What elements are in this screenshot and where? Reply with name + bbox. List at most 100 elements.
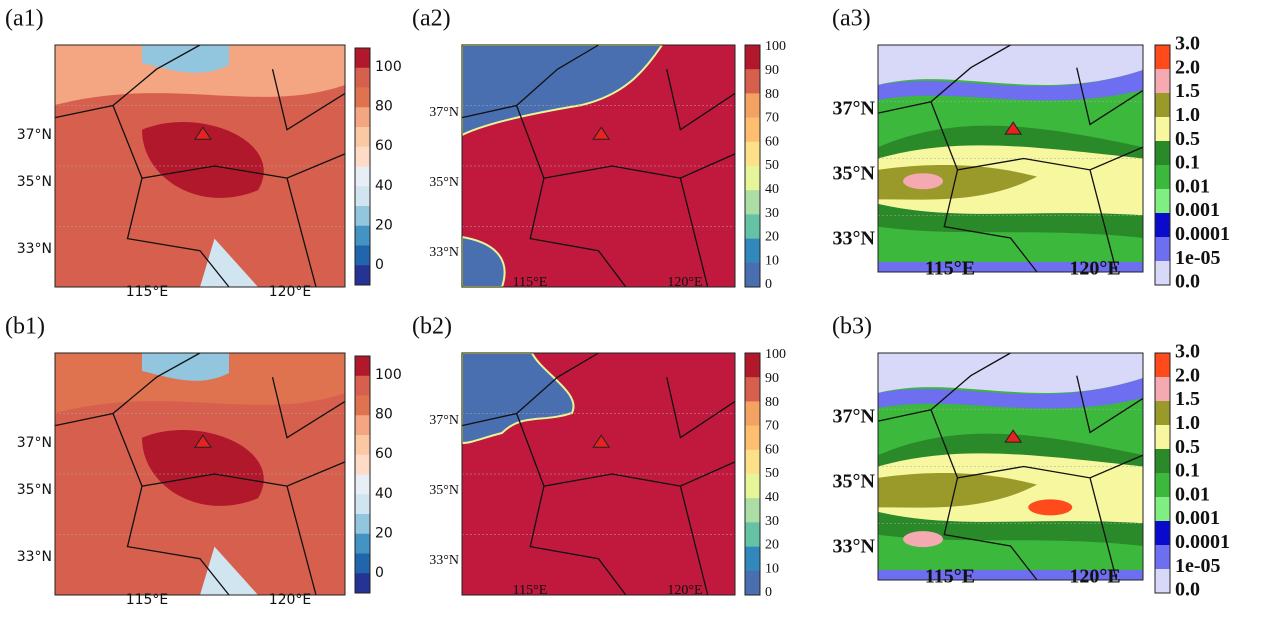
map <box>462 353 735 595</box>
colorbar-segment <box>355 455 370 475</box>
colorbar-label: 1.5 <box>1175 80 1200 102</box>
colorbar-segment <box>355 88 370 108</box>
colorbar-label: 0.1 <box>1175 152 1200 174</box>
colorbar-label: 2.0 <box>1175 56 1200 78</box>
panel-label: (b3) <box>832 314 872 340</box>
colorbar-segment <box>1155 45 1170 69</box>
panel-label: (b2) <box>412 314 452 340</box>
colorbar-segment <box>1155 569 1170 593</box>
colorbar-segment <box>1155 165 1170 189</box>
x-tick-label: 120°E <box>269 284 312 300</box>
y-tick-label: 33°N <box>17 549 52 565</box>
colorbar-segment <box>355 554 370 574</box>
map-region <box>878 353 1143 393</box>
colorbar-label: 0.01 <box>1175 175 1210 197</box>
colorbar-segment <box>745 547 760 572</box>
colorbar-label: 0.1 <box>1175 460 1200 482</box>
colorbar-segment <box>745 190 760 215</box>
colorbar-label: 1e-05 <box>1175 247 1221 269</box>
map <box>55 353 345 595</box>
colorbar-segment <box>745 401 760 426</box>
colorbar-label: 20 <box>375 525 393 541</box>
panel: (b1)37°N35°N33°N115°E120°E100806040200 <box>5 314 402 609</box>
colorbar-label: 2.0 <box>1175 364 1200 386</box>
map <box>878 353 1143 580</box>
colorbar-segment <box>355 475 370 495</box>
colorbar-segment <box>745 353 760 378</box>
map <box>878 45 1143 272</box>
colorbar-label: 1.0 <box>1175 104 1200 126</box>
y-tick-label: 33°N <box>833 228 876 250</box>
map-region <box>903 173 943 189</box>
colorbar-segment <box>355 48 370 68</box>
colorbar-segment <box>745 239 760 264</box>
colorbar-segment <box>1155 497 1170 521</box>
colorbar-segment <box>745 377 760 402</box>
colorbar-label: 100 <box>375 59 402 75</box>
colorbar-label: 70 <box>765 111 779 126</box>
colorbar-label: 10 <box>765 253 779 268</box>
x-tick-label: 120°E <box>667 583 702 598</box>
colorbar-segment <box>355 573 370 593</box>
y-tick-label: 37°N <box>429 413 459 428</box>
colorbar-segment <box>355 186 370 206</box>
colorbar-segment <box>1155 425 1170 449</box>
x-tick-label: 115°E <box>126 592 169 608</box>
colorbar-label: 40 <box>765 182 779 197</box>
x-tick-label: 115°E <box>126 284 169 300</box>
colorbar-segment <box>355 265 370 285</box>
map-region <box>903 531 943 547</box>
map <box>462 45 735 287</box>
colorbar-label: 0 <box>375 565 384 581</box>
colorbar-segment <box>1155 237 1170 261</box>
colorbar-label: 80 <box>765 87 779 102</box>
x-tick-label: 115°E <box>925 566 975 588</box>
colorbar-label: 70 <box>765 419 779 434</box>
y-tick-label: 33°N <box>17 241 52 257</box>
colorbar-segment <box>355 415 370 435</box>
colorbar-label: 80 <box>375 99 393 115</box>
colorbar-label: 0.001 <box>1175 199 1220 221</box>
y-tick-label: 33°N <box>833 536 876 558</box>
y-tick-label: 35°N <box>17 482 52 498</box>
colorbar-segment <box>745 214 760 239</box>
colorbar-label: 3.0 <box>1175 341 1200 363</box>
colorbar-segment <box>1155 261 1170 285</box>
panel-label: (a3) <box>832 6 871 32</box>
colorbar-segment <box>745 474 760 499</box>
colorbar-segment <box>1155 401 1170 425</box>
y-tick-label: 33°N <box>429 553 459 568</box>
colorbar-segment <box>355 376 370 396</box>
x-tick-label: 120°E <box>1069 258 1120 280</box>
colorbar-label: 40 <box>375 486 393 502</box>
colorbar-segment <box>1155 189 1170 213</box>
colorbar-segment <box>355 206 370 226</box>
panel: (b2)37°N35°N33°N115°E120°E10090807060504… <box>412 314 786 601</box>
colorbar-label: 0.0001 <box>1175 223 1230 245</box>
map-region <box>1028 499 1072 515</box>
colorbar-segment <box>355 167 370 187</box>
colorbar-label: 50 <box>765 466 779 481</box>
colorbar-segment <box>1155 521 1170 545</box>
colorbar-label: 10 <box>765 561 779 576</box>
colorbar-segment <box>745 571 760 596</box>
y-tick-label: 37°N <box>17 435 52 451</box>
colorbar-segment <box>355 514 370 534</box>
colorbar-segment <box>745 263 760 288</box>
colorbar-segment <box>355 226 370 246</box>
panel-label: (b1) <box>5 314 45 340</box>
colorbar-segment <box>745 118 760 143</box>
colorbar-segment <box>745 166 760 191</box>
colorbar-label: 30 <box>765 206 779 221</box>
colorbar-segment <box>1155 141 1170 165</box>
colorbar-segment <box>745 498 760 523</box>
colorbar-label: 100 <box>765 347 786 362</box>
colorbar-segment <box>745 93 760 118</box>
y-tick-label: 33°N <box>429 245 459 260</box>
y-tick-label: 37°N <box>17 127 52 143</box>
colorbar-segment <box>355 494 370 514</box>
colorbar-segment <box>1155 449 1170 473</box>
